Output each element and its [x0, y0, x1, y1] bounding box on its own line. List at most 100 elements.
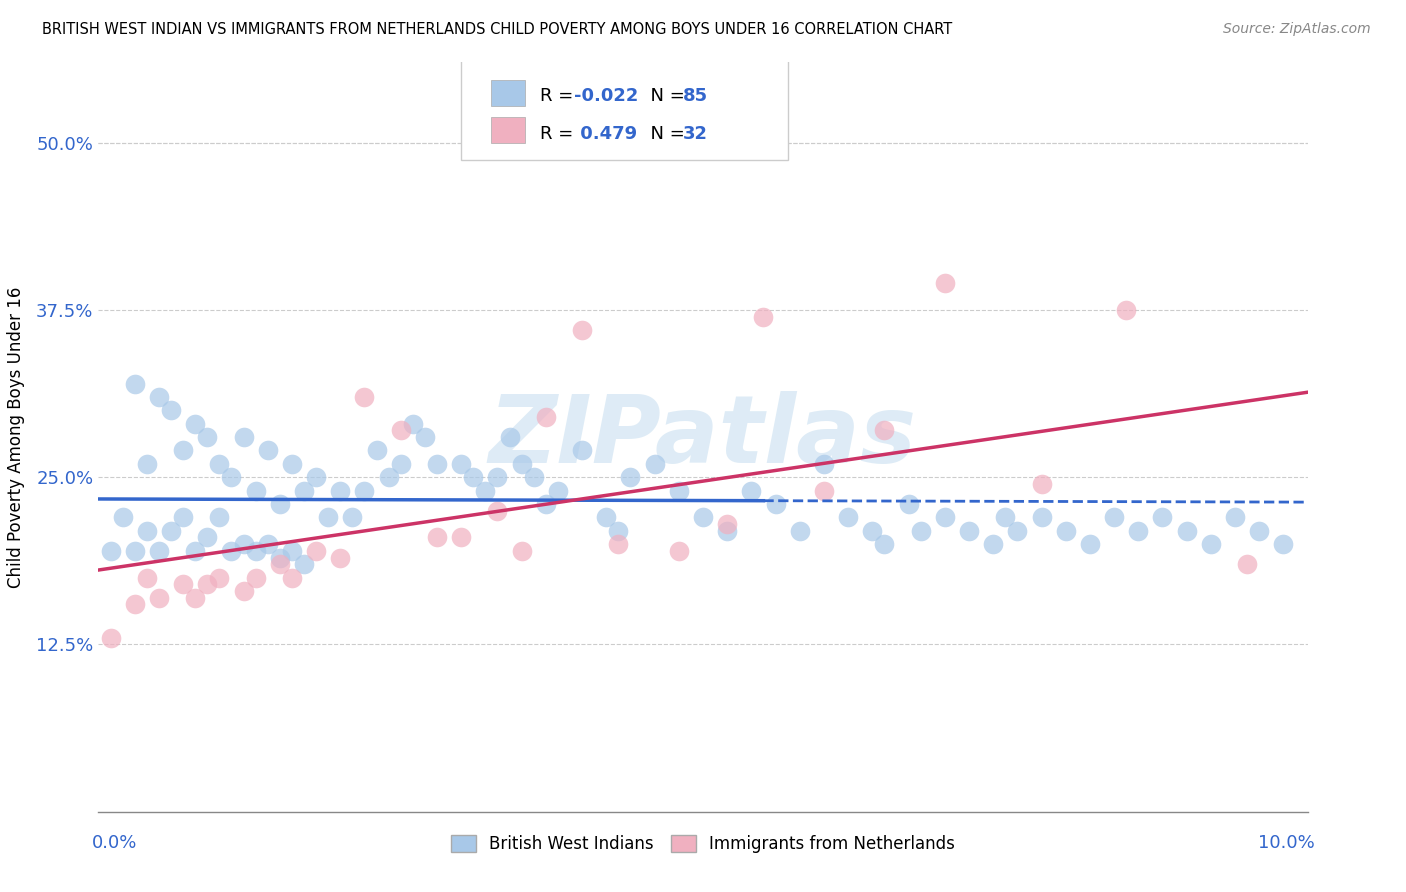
Point: [1128, 524, 1150, 538]
Point: [256, 443, 278, 458]
Point: [644, 457, 666, 471]
Point: [752, 310, 775, 324]
Point: [934, 277, 956, 291]
Text: BRITISH WEST INDIAN VS IMMIGRANTS FROM NETHERLANDS CHILD POVERTY AMONG BOYS UNDE: BRITISH WEST INDIAN VS IMMIGRANTS FROM N…: [42, 22, 952, 37]
Point: [607, 537, 630, 551]
Point: [402, 417, 425, 431]
Point: [160, 524, 183, 538]
Point: [486, 503, 509, 517]
Point: [510, 457, 533, 471]
Point: [245, 571, 267, 585]
FancyBboxPatch shape: [492, 117, 526, 144]
Point: [1007, 524, 1029, 538]
Point: [377, 470, 399, 484]
Point: [232, 430, 254, 444]
Text: 0.0%: 0.0%: [91, 834, 136, 852]
Point: [148, 543, 170, 558]
Point: [184, 543, 207, 558]
Point: [1223, 510, 1246, 524]
Point: [316, 510, 339, 524]
Point: [221, 543, 243, 558]
Text: R =: R =: [540, 87, 579, 105]
Point: [1115, 303, 1137, 318]
Point: [547, 483, 569, 498]
Point: [184, 591, 207, 605]
Point: [450, 530, 472, 544]
Y-axis label: Child Poverty Among Boys Under 16: Child Poverty Among Boys Under 16: [7, 286, 25, 588]
Point: [195, 577, 218, 591]
Point: [450, 457, 472, 471]
Point: [172, 577, 194, 591]
Point: [789, 524, 811, 538]
Point: [813, 457, 835, 471]
Point: [957, 524, 980, 538]
Point: [1199, 537, 1222, 551]
Point: [981, 537, 1004, 551]
Point: [474, 483, 496, 498]
Point: [269, 550, 291, 565]
Point: [716, 524, 738, 538]
Point: [413, 430, 436, 444]
Point: [1272, 537, 1295, 551]
Point: [135, 571, 157, 585]
Point: [837, 510, 859, 524]
Point: [305, 470, 328, 484]
Point: [1031, 476, 1053, 491]
Point: [269, 557, 291, 572]
Text: N =: N =: [638, 125, 690, 143]
Point: [232, 584, 254, 599]
Text: N =: N =: [638, 87, 690, 105]
Point: [366, 443, 388, 458]
Point: [571, 323, 593, 337]
Point: [389, 424, 412, 438]
Point: [221, 470, 243, 484]
Point: [232, 537, 254, 551]
Legend: British West Indians, Immigrants from Netherlands: British West Indians, Immigrants from Ne…: [444, 828, 962, 860]
Point: [100, 631, 122, 645]
Point: [1102, 510, 1125, 524]
Point: [148, 591, 170, 605]
Point: [256, 537, 278, 551]
Point: [1236, 557, 1258, 572]
Point: [269, 497, 291, 511]
Point: [148, 390, 170, 404]
FancyBboxPatch shape: [492, 79, 526, 106]
Point: [1031, 510, 1053, 524]
Text: 10.0%: 10.0%: [1258, 834, 1315, 852]
Point: [510, 543, 533, 558]
Point: [111, 510, 134, 524]
Point: [329, 550, 352, 565]
Point: [135, 524, 157, 538]
Point: [1152, 510, 1174, 524]
Point: [184, 417, 207, 431]
Point: [534, 410, 557, 425]
Point: [860, 524, 883, 538]
Point: [595, 510, 617, 524]
Point: [124, 376, 146, 391]
Text: -0.022: -0.022: [574, 87, 638, 105]
Point: [281, 571, 304, 585]
Point: [389, 457, 412, 471]
Point: [534, 497, 557, 511]
Point: [619, 470, 641, 484]
Point: [160, 403, 183, 417]
Point: [498, 430, 520, 444]
Point: [994, 510, 1017, 524]
Text: R =: R =: [540, 125, 579, 143]
Point: [135, 457, 157, 471]
Point: [934, 510, 956, 524]
Point: [281, 457, 304, 471]
Point: [765, 497, 787, 511]
Point: [305, 543, 328, 558]
Point: [172, 443, 194, 458]
Text: Source: ZipAtlas.com: Source: ZipAtlas.com: [1223, 22, 1371, 37]
Point: [571, 443, 593, 458]
Point: [486, 470, 509, 484]
Point: [740, 483, 762, 498]
Point: [1175, 524, 1198, 538]
Point: [668, 543, 690, 558]
Point: [463, 470, 485, 484]
Point: [1054, 524, 1077, 538]
Point: [208, 510, 231, 524]
Point: [607, 524, 630, 538]
